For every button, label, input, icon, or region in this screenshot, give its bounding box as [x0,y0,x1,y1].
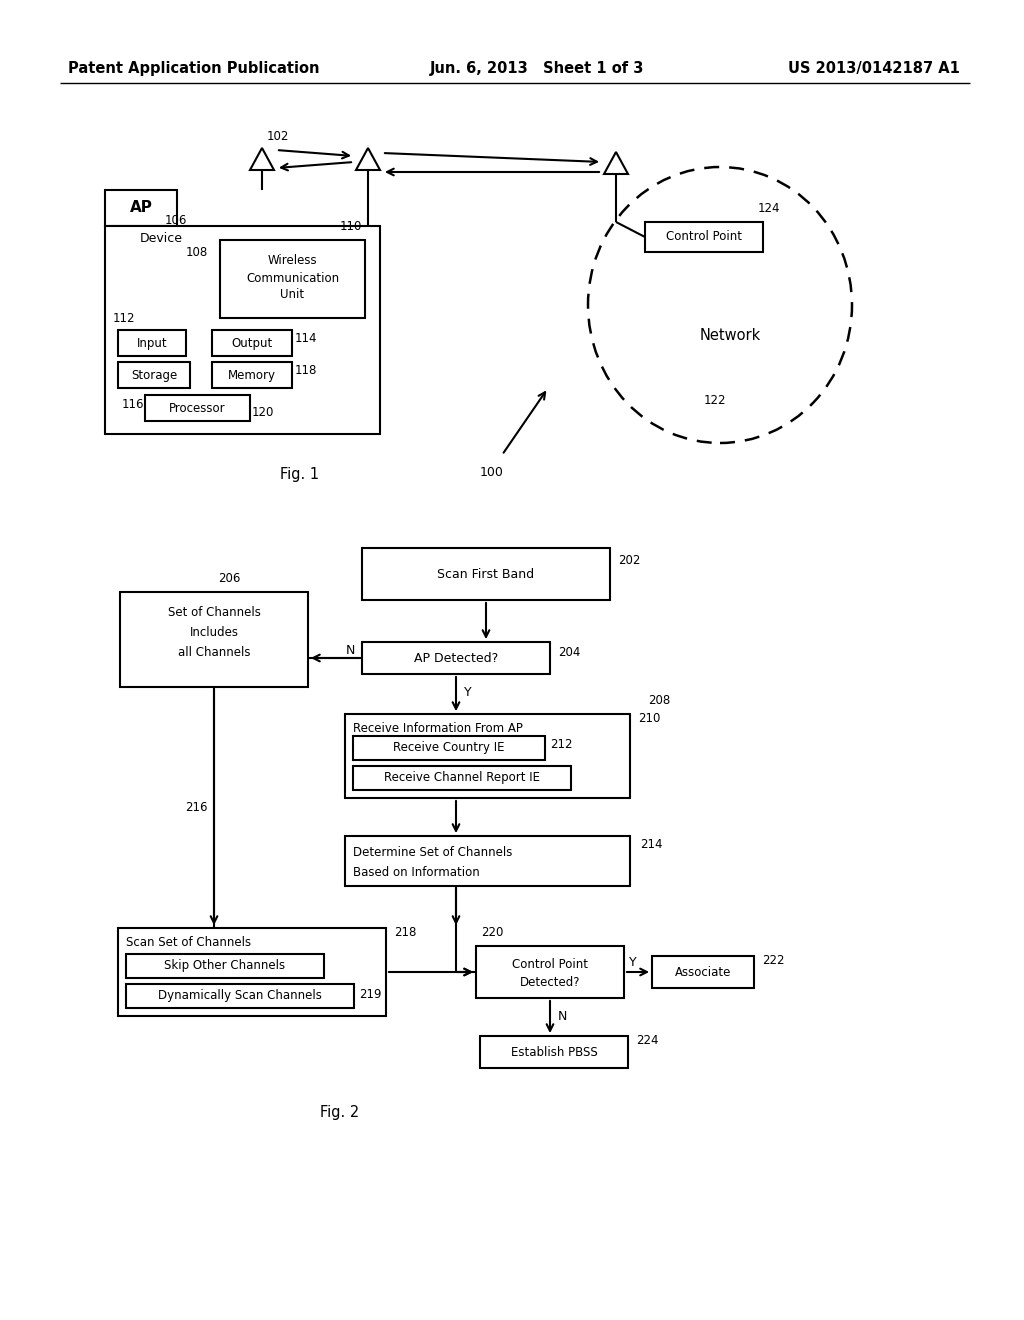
Text: 212: 212 [550,738,572,751]
Text: 222: 222 [762,954,784,968]
Text: Patent Application Publication: Patent Application Publication [68,61,319,75]
Text: Network: Network [699,327,761,342]
Polygon shape [353,766,571,789]
Text: Input: Input [136,337,167,350]
Text: 122: 122 [703,393,726,407]
Text: Output: Output [231,337,272,350]
Polygon shape [645,222,763,252]
Text: 112: 112 [113,312,135,325]
Text: Wireless: Wireless [267,253,317,267]
Text: Jun. 6, 2013   Sheet 1 of 3: Jun. 6, 2013 Sheet 1 of 3 [430,61,644,75]
Polygon shape [220,240,365,318]
Text: Based on Information: Based on Information [353,866,480,879]
Polygon shape [353,737,545,760]
Polygon shape [362,548,610,601]
Text: AP Detected?: AP Detected? [414,652,498,664]
Text: 110: 110 [340,219,362,232]
Text: N: N [345,644,354,656]
Text: 202: 202 [618,553,640,566]
Text: 219: 219 [359,987,382,1001]
Text: Memory: Memory [228,368,276,381]
Text: 124: 124 [758,202,780,214]
Text: Associate: Associate [675,965,731,978]
Text: Unit: Unit [281,289,304,301]
Text: Receive Country IE: Receive Country IE [393,742,505,755]
Text: 100: 100 [480,466,504,479]
Polygon shape [118,362,190,388]
Text: 206: 206 [218,573,241,586]
Text: Includes: Includes [189,626,239,639]
Polygon shape [118,928,386,1016]
Text: 214: 214 [640,837,663,850]
Text: Control Point: Control Point [512,957,588,970]
Text: Determine Set of Channels: Determine Set of Channels [353,846,512,859]
Text: 102: 102 [267,129,290,143]
Polygon shape [105,190,177,226]
Text: 218: 218 [394,927,417,940]
Polygon shape [105,226,380,434]
Polygon shape [126,983,354,1008]
Polygon shape [145,395,250,421]
Text: 116: 116 [122,399,144,412]
Polygon shape [120,591,308,686]
Text: 118: 118 [295,363,317,376]
Text: Processor: Processor [169,401,226,414]
Polygon shape [212,330,292,356]
Polygon shape [362,642,550,675]
Text: 224: 224 [636,1035,658,1048]
Text: 106: 106 [165,214,187,227]
Text: Communication: Communication [246,272,339,285]
Text: 120: 120 [252,405,274,418]
Text: 204: 204 [558,645,581,659]
Polygon shape [480,1036,628,1068]
Text: Set of Channels: Set of Channels [168,606,260,619]
Text: 114: 114 [295,331,317,345]
Text: Storage: Storage [131,368,177,381]
Text: 216: 216 [184,801,207,814]
Polygon shape [345,836,630,886]
Text: 208: 208 [648,694,671,708]
Text: Scan First Band: Scan First Band [437,568,535,581]
Text: N: N [558,1010,567,1023]
Polygon shape [345,714,630,799]
Text: Y: Y [629,957,637,969]
Text: Receive Information From AP: Receive Information From AP [353,722,523,734]
Text: Receive Channel Report IE: Receive Channel Report IE [384,771,540,784]
Text: Detected?: Detected? [520,975,581,989]
Polygon shape [126,954,324,978]
Text: Dynamically Scan Channels: Dynamically Scan Channels [158,990,322,1002]
Text: 210: 210 [638,713,660,726]
Text: Establish PBSS: Establish PBSS [511,1045,597,1059]
Text: 220: 220 [481,927,504,940]
Text: all Channels: all Channels [178,645,250,659]
Polygon shape [118,330,186,356]
Text: Skip Other Channels: Skip Other Channels [165,960,286,973]
Text: Fig. 2: Fig. 2 [321,1106,359,1121]
Text: Fig. 1: Fig. 1 [281,467,319,483]
Text: Device: Device [140,232,183,246]
Text: Y: Y [464,685,472,698]
Text: US 2013/0142187 A1: US 2013/0142187 A1 [788,61,961,75]
Text: 108: 108 [185,246,208,259]
Polygon shape [476,946,624,998]
Polygon shape [212,362,292,388]
Polygon shape [652,956,754,987]
Text: Scan Set of Channels: Scan Set of Channels [126,936,251,949]
Text: Control Point: Control Point [666,231,742,243]
Text: AP: AP [130,201,153,215]
